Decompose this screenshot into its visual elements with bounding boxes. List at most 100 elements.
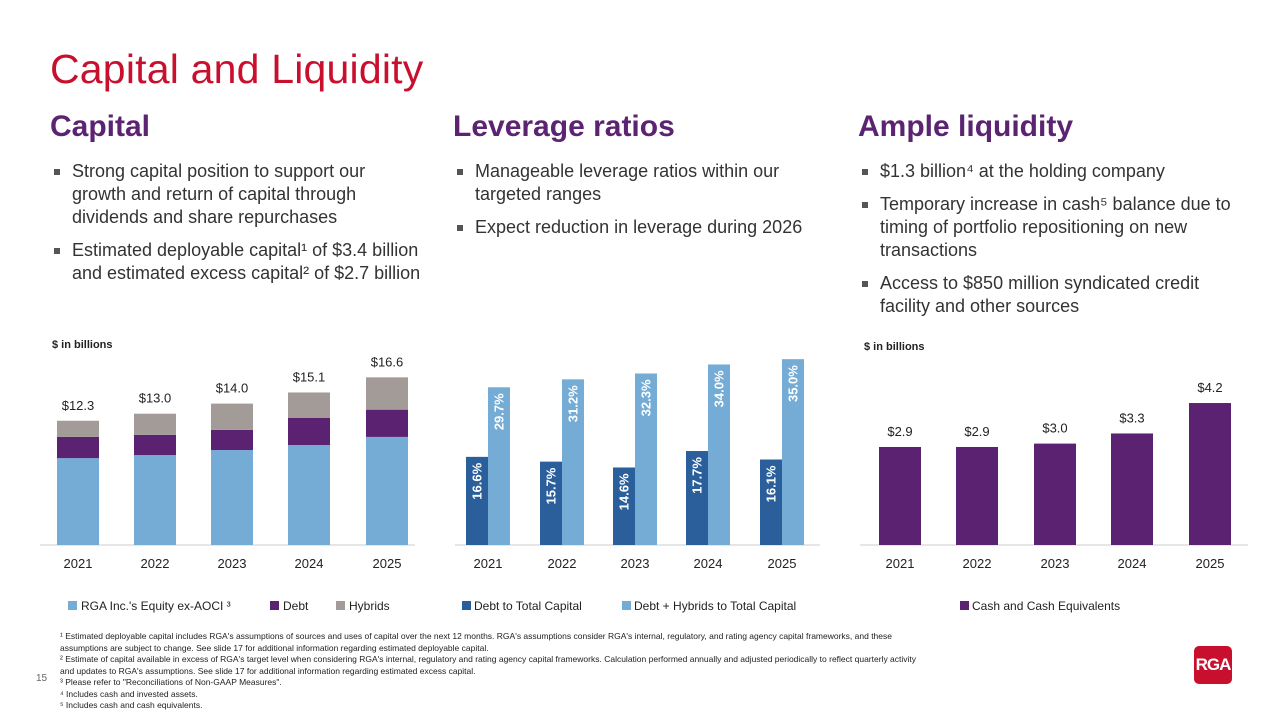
bar-cash (879, 446, 921, 545)
data-label: 16.1% (764, 465, 779, 502)
bar-debt-hybrids (708, 364, 730, 545)
x-tick-label: 2025 (768, 556, 797, 571)
data-label: 34.0% (712, 370, 727, 407)
bullet: Manageable leverage ratios within our ta… (455, 160, 815, 206)
bullet: Access to $850 million syndicated credit… (860, 272, 1245, 318)
section-heading-liquidity: Ample liquidity (858, 110, 1074, 143)
data-label: $2.9 (887, 424, 912, 439)
rga-logo: RGA (1194, 646, 1232, 684)
leverage-bullets: Manageable leverage ratios within our ta… (455, 160, 815, 249)
liquidity-unit-label: $ in billions (864, 341, 925, 353)
bar-cash (1034, 443, 1076, 545)
bar-segment-hybrids (57, 420, 99, 437)
legend-swatch (622, 601, 631, 610)
data-label: 15.7% (544, 467, 559, 504)
bar-segment-debt (288, 417, 330, 446)
data-label: $2.9 (964, 424, 989, 439)
data-label: 31.2% (566, 385, 581, 422)
logo-text: RGA (1195, 655, 1232, 674)
x-tick-label: 2024 (295, 556, 324, 571)
bar-debt-hybrids (782, 359, 804, 545)
legend-label: Debt + Hybrids to Total Capital (634, 599, 796, 613)
x-tick-label: 2024 (1118, 556, 1147, 571)
x-tick-label: 2022 (548, 556, 577, 571)
bar-segment-debt (366, 409, 408, 437)
legend-swatch (68, 601, 77, 610)
bullet: Estimated deployable capital¹ of $3.4 bi… (52, 239, 422, 285)
footnote: ⁵ Includes cash and cash equivalents. (60, 700, 203, 710)
slide-title: Capital and Liquidity (50, 46, 424, 92)
x-tick-label: 2022 (963, 556, 992, 571)
x-tick-label: 2024 (694, 556, 723, 571)
data-label: 14.6% (617, 473, 632, 510)
bar-segment-debt (134, 434, 176, 456)
x-tick-label: 2021 (886, 556, 915, 571)
x-tick-label: 2025 (373, 556, 402, 571)
legend-swatch (270, 601, 279, 610)
total-label: $13.0 (139, 391, 172, 406)
bar-cash (1189, 403, 1231, 545)
legend-swatch (462, 601, 471, 610)
x-tick-label: 2023 (218, 556, 247, 571)
data-label: $4.2 (1197, 380, 1222, 395)
footnote: ³ Please refer to "Reconciliations of No… (60, 677, 282, 687)
bar-debt (540, 461, 562, 545)
x-tick-label: 2023 (1041, 556, 1070, 571)
footnote: assumptions are subject to change. See s… (60, 642, 489, 653)
footnotes: ¹ Estimated deployable capital includes … (60, 631, 1080, 712)
legend-swatch (960, 601, 969, 610)
data-label: 32.3% (639, 379, 654, 416)
capital-bullets: Strong capital position to support our g… (52, 160, 422, 295)
legend-swatch (336, 601, 345, 610)
bar-debt (613, 467, 635, 545)
footnote: ² Estimate of capital available in exces… (60, 654, 917, 664)
data-label: $3.0 (1042, 421, 1067, 436)
page-number: 15 (36, 673, 48, 684)
footnote: ⁴ Includes cash and invested assets. (60, 688, 198, 699)
bar-debt (686, 451, 708, 545)
bar-cash (956, 446, 998, 545)
bar-segment-rga (288, 445, 330, 545)
bullet: $1.3 billion⁴ at the holding company (860, 160, 1245, 183)
bar-debt (760, 459, 782, 545)
liquidity-bullets: $1.3 billion⁴ at the holding company Tem… (860, 160, 1245, 328)
footnote: and updates to RGA's assumptions. See sl… (60, 665, 476, 676)
bar-debt-hybrids (635, 373, 657, 545)
legend-label: Debt to Total Capital (474, 599, 582, 613)
data-label: 17.7% (690, 457, 705, 494)
bar-segment-hybrids (134, 413, 176, 435)
x-tick-label: 2021 (474, 556, 503, 571)
legend-label: Hybrids (349, 599, 390, 613)
total-label: $14.0 (216, 381, 249, 396)
bar-cash (1111, 433, 1153, 545)
bar-segment-rga (57, 458, 99, 545)
bar-segment-hybrids (211, 403, 253, 430)
total-label: $12.3 (62, 398, 95, 413)
bar-segment-debt (57, 436, 99, 459)
footnote: ¹ Estimated deployable capital includes … (60, 631, 892, 641)
legend-label: Debt (283, 599, 309, 613)
legend-label: Cash and Cash Equivalents (972, 599, 1120, 613)
bullet: Temporary increase in cash⁵ balance due … (860, 193, 1245, 262)
bar-debt-hybrids (562, 379, 584, 545)
bar-segment-hybrids (366, 377, 408, 410)
section-heading-leverage: Leverage ratios (453, 110, 675, 143)
bar-debt-hybrids (488, 387, 510, 545)
bullet: Expect reduction in leverage during 2026 (455, 216, 815, 239)
bullet: Strong capital position to support our g… (52, 160, 422, 229)
section-heading-capital: Capital (50, 110, 151, 143)
data-label: 29.7% (492, 393, 507, 430)
bar-segment-debt (211, 429, 253, 451)
x-tick-label: 2022 (141, 556, 170, 571)
capital-unit-label: $ in billions (52, 339, 113, 351)
data-label: $3.3 (1119, 410, 1144, 425)
total-label: $16.6 (371, 354, 404, 369)
total-label: $15.1 (293, 369, 326, 384)
bar-segment-rga (366, 436, 408, 545)
data-label: 16.6% (470, 462, 485, 499)
bar-segment-hybrids (288, 392, 330, 418)
x-tick-label: 2021 (64, 556, 93, 571)
bar-debt (466, 456, 488, 545)
data-label: 35.0% (786, 365, 801, 402)
